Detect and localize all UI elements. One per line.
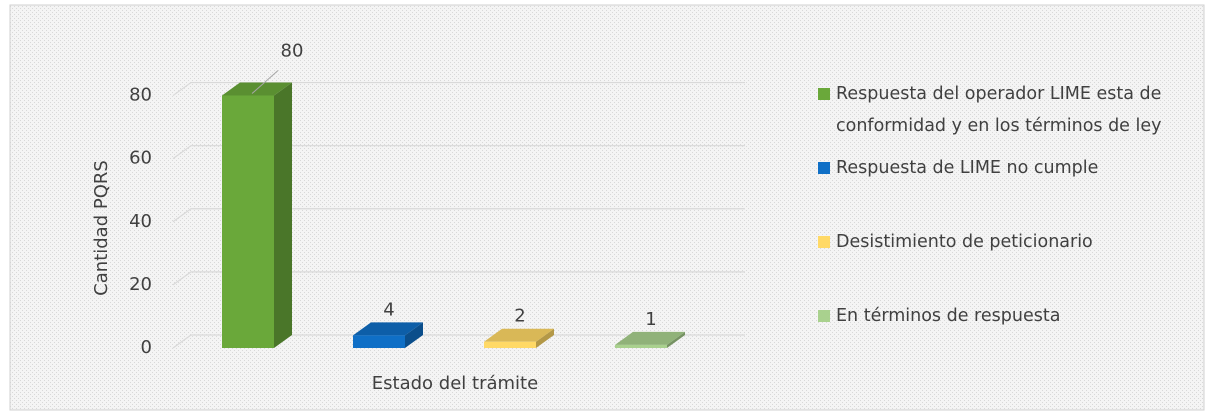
- legend-item: Desistimiento de peticionario: [818, 226, 1203, 258]
- data-label: 1: [645, 309, 656, 330]
- legend-item: Respuesta del operador LIME esta de conf…: [818, 78, 1203, 142]
- data-label: 4: [383, 299, 394, 320]
- legend-label: Respuesta de LIME no cumple: [836, 158, 1099, 178]
- bar-face: [484, 341, 536, 348]
- background: [9, 4, 1205, 411]
- legend-swatch: [818, 310, 830, 322]
- grid-line: [172, 145, 745, 160]
- legend-swatch: [818, 236, 830, 248]
- legend-item: Respuesta de LIME no cumple: [818, 152, 1203, 184]
- bar-face: [274, 82, 292, 349]
- bar-face: [615, 344, 667, 348]
- y-tick-label: 20: [129, 274, 152, 295]
- y-axis-label: Cantidad PQRS: [91, 160, 112, 296]
- bar: [353, 322, 423, 348]
- legend-label: Respuesta del operador LIME esta de conf…: [836, 84, 1162, 136]
- legend-label: Desistimiento de peticionario: [836, 232, 1093, 252]
- legend: Respuesta del operador LIME esta de conf…: [818, 78, 1203, 342]
- bar-face: [667, 331, 685, 348]
- bar-face: [353, 335, 405, 348]
- bar: [484, 328, 554, 348]
- bar-face: [222, 95, 274, 348]
- data-label: 2: [514, 306, 525, 327]
- y-tick-label: 40: [129, 211, 152, 232]
- bar-face: [353, 322, 423, 336]
- y-tick-label: 80: [129, 85, 152, 106]
- grid-line: [172, 271, 745, 286]
- legend-swatch: [818, 88, 830, 100]
- bar: [615, 331, 685, 348]
- bar-face: [484, 328, 554, 342]
- grid-line: [172, 81, 745, 97]
- legend-item: En términos de respuesta: [818, 300, 1203, 332]
- grid-line: [172, 208, 745, 223]
- bar: [222, 82, 292, 349]
- bar-face: [615, 331, 685, 345]
- y-tick-label: 0: [141, 337, 152, 358]
- bar-face: [405, 322, 423, 348]
- legend-label: En términos de respuesta: [836, 306, 1061, 326]
- x-axis-label: Estado del trámite: [372, 373, 538, 394]
- bar-face: [536, 328, 554, 348]
- leader-line: [251, 70, 279, 94]
- data-label: 80: [281, 41, 304, 62]
- legend-swatch: [818, 162, 830, 174]
- grid-line: [172, 334, 745, 349]
- y-tick-label: 60: [129, 148, 152, 169]
